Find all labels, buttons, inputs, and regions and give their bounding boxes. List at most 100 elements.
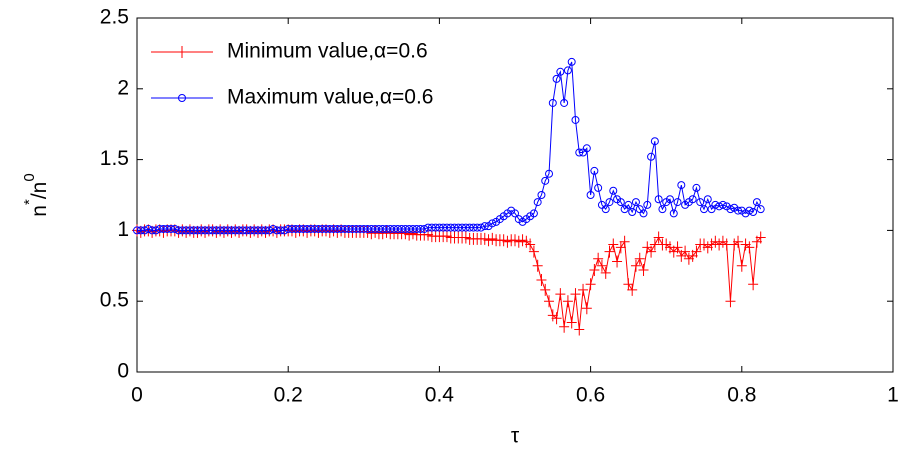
circle-marker [575,148,584,157]
x-tick-label: 0.8 [727,384,756,407]
plus-marker [630,259,641,272]
plus-marker [528,245,539,258]
circle-marker [371,224,380,233]
circle-marker [582,144,591,153]
circle-marker [246,226,255,235]
circle-marker [650,137,659,146]
circle-marker [560,98,569,107]
circle-marker [571,115,580,124]
circle-marker [665,195,674,204]
x-tick-label: 1 [887,384,899,407]
circle-marker [556,67,565,76]
legend-marker [177,46,187,58]
plus-marker [736,259,747,272]
y-tick-label: 0 [117,360,129,383]
circle-marker [511,209,519,218]
circle-marker [605,198,614,207]
circle-marker [329,224,338,233]
plus-marker [608,238,619,251]
circle-marker [216,226,225,235]
series-line [137,61,762,231]
plus-marker [585,278,596,291]
circle-marker [280,226,289,235]
circle-marker [442,223,451,232]
circle-marker [344,224,353,233]
circle-marker [223,226,232,235]
circle-marker [749,207,758,216]
circle-marker [594,183,603,192]
circle-marker [647,152,656,161]
circle-marker [185,226,194,235]
circle-marker [333,224,342,233]
circle-marker [310,224,319,233]
plus-marker [532,259,543,272]
circle-marker [390,224,399,233]
plus-marker [646,245,657,258]
circle-marker [616,198,625,207]
circle-marker [352,224,361,233]
circle-marker [424,223,433,232]
x-tick-label: 0.4 [425,384,455,407]
plus-marker [725,295,736,308]
plus-marker [525,238,536,251]
circle-marker [348,224,357,233]
circle-marker [465,223,474,232]
plus-marker [691,245,702,258]
circle-marker [318,224,327,233]
circle-marker [700,205,708,214]
circle-marker [552,74,561,83]
circle-marker [219,226,228,235]
circle-marker [231,226,240,235]
circle-marker [533,198,542,207]
circle-marker [420,224,429,233]
circle-marker [439,223,448,232]
plus-marker [581,302,592,315]
x-axis-label: τ [511,425,520,448]
circle-marker [299,224,308,233]
circle-marker [752,198,761,207]
plus-marker [604,245,615,258]
plus-marker [612,255,623,268]
circle-marker [628,207,637,216]
circle-marker [374,224,383,233]
plus-marker [562,295,573,308]
circle-marker [235,226,244,235]
circle-marker [159,224,168,233]
legend-marker [178,94,186,102]
circle-marker [458,223,467,232]
circle-marker [473,223,482,232]
circle-marker [322,224,330,233]
plus-marker [627,283,638,296]
circle-marker [541,176,550,185]
circle-marker [204,226,213,235]
plus-marker [559,320,570,333]
plus-marker [536,273,547,286]
plus-marker [578,283,589,296]
circle-marker [133,226,141,235]
legend-label: Minimum value,α=0.6 [227,40,428,63]
circle-marker [167,224,176,233]
circle-marker [639,209,648,218]
y-axis-label: n*/n0 [21,173,51,216]
circle-marker [688,195,697,204]
circle-marker [151,226,160,235]
plus-marker [744,241,755,254]
y-label-part: 0 [21,173,38,181]
circle-marker [250,226,259,235]
circle-marker [408,224,417,233]
plus-marker [634,252,645,265]
circle-marker [454,223,463,232]
circle-marker [435,223,444,232]
plus-marker [733,235,744,248]
circle-marker [170,224,179,233]
y-tick-label: 2.5 [100,6,129,29]
circle-marker [306,224,315,233]
circle-marker [340,224,349,233]
circle-marker [654,195,663,204]
circle-marker [673,198,682,207]
circle-marker [567,57,576,66]
circle-marker [718,200,727,209]
plus-marker [596,259,607,272]
circle-marker [450,223,459,232]
